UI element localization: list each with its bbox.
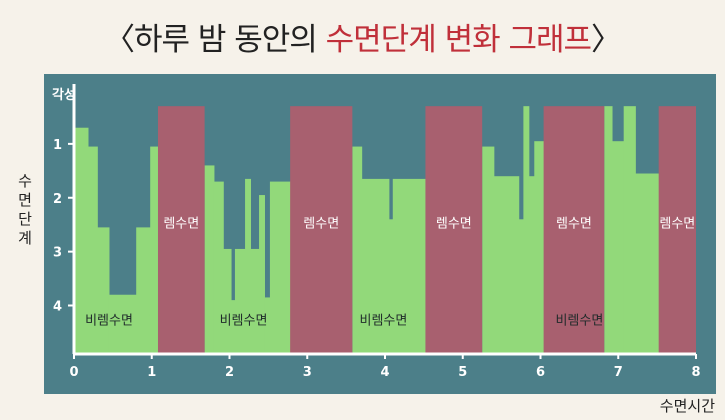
y-tick-label: 4 xyxy=(53,300,62,315)
nrem-bar xyxy=(87,146,98,354)
rem-label: 렘수면 xyxy=(556,216,592,231)
nrem-label: 비렘수면 xyxy=(85,313,133,328)
rem-period xyxy=(543,106,605,354)
nrem-bar xyxy=(204,165,215,354)
nrem-bar xyxy=(245,178,251,354)
rem-label: 렘수면 xyxy=(163,216,199,231)
x-tick-label: 4 xyxy=(380,365,389,380)
nrem-bar xyxy=(250,248,260,354)
x-tick-label: 3 xyxy=(303,365,312,380)
nrem-bar xyxy=(108,294,137,354)
rem-label: 렘수면 xyxy=(436,216,472,231)
nrem-bar xyxy=(352,146,363,354)
y-axis-label: 수면단계 xyxy=(18,172,32,247)
title-highlight: 수면단계 변화 그래프 xyxy=(325,22,592,58)
nrem-bar xyxy=(361,178,390,354)
nrem-bar xyxy=(269,181,291,354)
nrem-bar xyxy=(604,106,613,354)
title-prefix: 〈하루 밤 동안의 xyxy=(103,22,326,58)
nrem-bar xyxy=(223,248,232,354)
rem-label: 렘수면 xyxy=(659,216,695,231)
y-tick-label: 3 xyxy=(53,246,62,261)
nrem-bar xyxy=(392,178,426,354)
nrem-label: 비렘수면 xyxy=(555,313,603,328)
x-tick-label: 2 xyxy=(225,365,234,380)
y-tick-label: 1 xyxy=(53,138,62,153)
nrem-bar xyxy=(635,173,660,354)
rem-period xyxy=(658,106,696,354)
nrem-bar xyxy=(612,141,625,354)
nrem-bar xyxy=(528,176,535,354)
nrem-bar xyxy=(150,146,159,354)
nrem-bar xyxy=(523,106,530,354)
nrem-bar xyxy=(234,248,246,354)
nrem-bar xyxy=(518,219,524,354)
x-axis-label: 수면시간 xyxy=(659,397,715,415)
x-tick-label: 5 xyxy=(458,365,467,380)
rem-period xyxy=(290,106,353,354)
nrem-bar xyxy=(493,176,520,354)
nrem-label: 비렘수면 xyxy=(360,313,408,328)
nrem-bar xyxy=(74,127,89,354)
x-tick-label: 1 xyxy=(147,365,156,380)
nrem-bar xyxy=(534,141,545,354)
x-tick-label: 6 xyxy=(536,365,545,380)
rem-label: 렘수면 xyxy=(303,216,339,231)
nrem-bar xyxy=(388,219,394,354)
x-tick-label: 7 xyxy=(614,365,623,380)
nrem-bar xyxy=(231,300,236,354)
nrem-bar xyxy=(213,181,224,354)
nrem-bar xyxy=(264,297,271,354)
rem-period xyxy=(157,106,205,354)
x-tick-label: 0 xyxy=(69,365,78,380)
nrem-bar xyxy=(623,106,636,354)
rem-period xyxy=(425,106,483,354)
nrem-bar xyxy=(482,146,495,354)
nrem-bar xyxy=(97,227,110,354)
wake-label: 각성 xyxy=(52,88,76,103)
nrem-bar xyxy=(136,227,151,354)
x-tick-label: 8 xyxy=(691,365,700,380)
chart-title: 〈하루 밤 동안의 수면단계 변화 그래프〉 xyxy=(0,14,725,59)
title-suffix: 〉 xyxy=(591,22,622,58)
nrem-label: 비렘수면 xyxy=(220,313,268,328)
y-tick-label: 2 xyxy=(53,192,62,207)
nrem-bar xyxy=(259,195,265,354)
